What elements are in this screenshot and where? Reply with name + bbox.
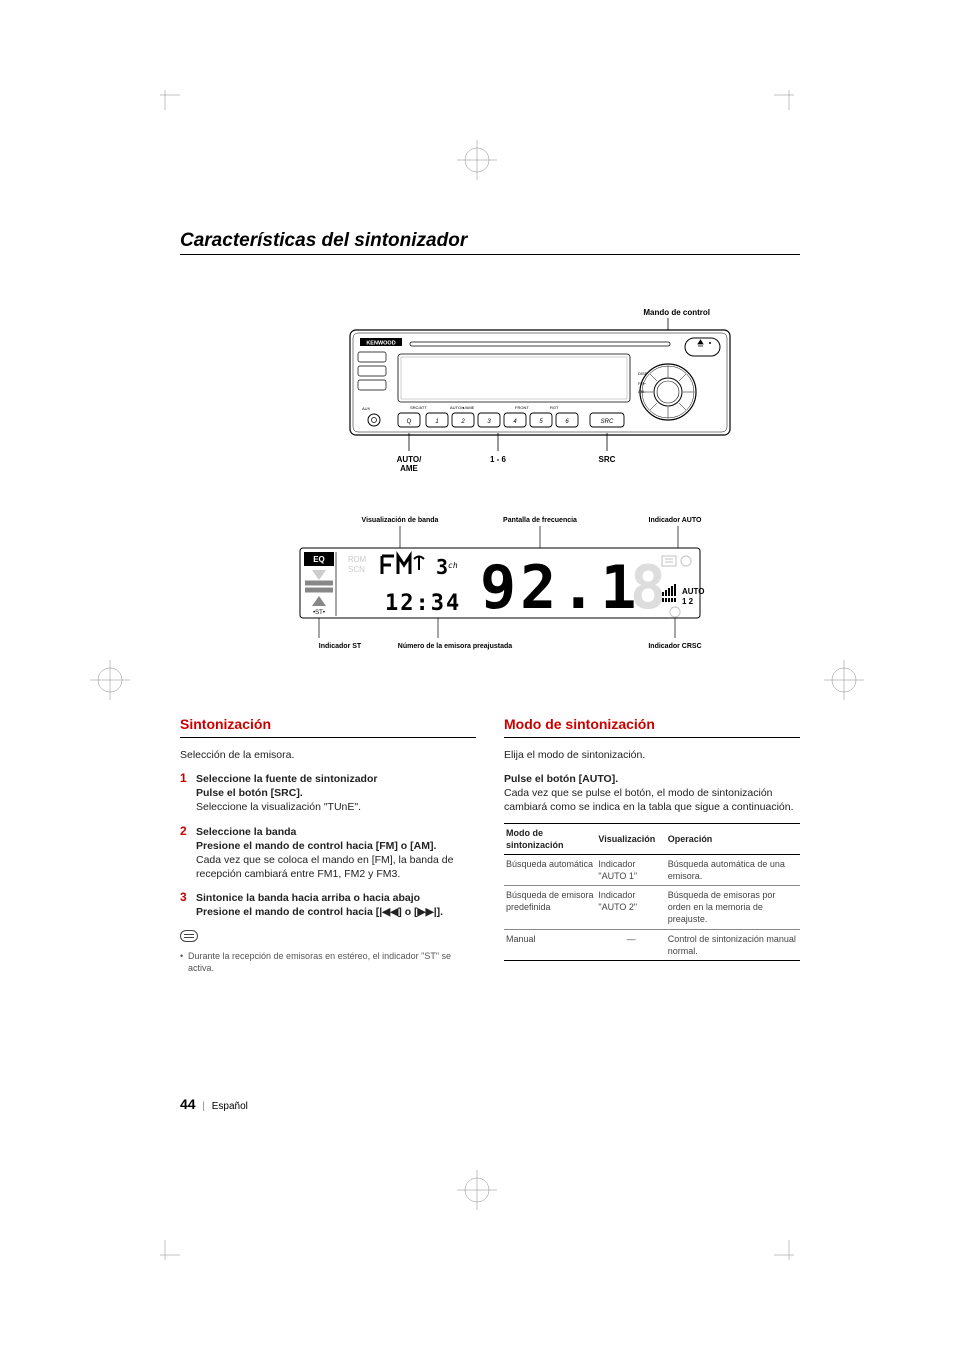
crop-corner-br — [774, 1240, 804, 1270]
svg-text:AUTO: AUTO — [682, 587, 705, 596]
svg-text:1: 1 — [435, 419, 438, 425]
svg-text:Q: Q — [407, 419, 412, 425]
tuning-mode-table: Modo de sintonización Visualización Oper… — [504, 823, 800, 961]
table-row: Búsqueda automática Indicador "AUTO 1" B… — [504, 854, 800, 885]
brand-label: KENWOOD — [366, 341, 395, 347]
svg-text:ROT: ROT — [550, 405, 559, 410]
callout-freq: Pantalla de frecuencia — [503, 517, 577, 524]
page-footer: 44 | Español — [180, 1096, 248, 1112]
left-column: Sintonización Selección de la emisora. 1… — [180, 715, 476, 974]
svg-text:•ST•: •ST• — [313, 610, 325, 616]
svg-text:AME: AME — [400, 464, 418, 473]
crop-mark-bottom — [457, 1170, 497, 1210]
page-lang: Español — [212, 1101, 248, 1112]
svg-text:ch: ch — [448, 561, 458, 570]
section-modo: Modo de sintonización — [504, 715, 800, 738]
svg-text:12:34: 12:34 — [385, 591, 461, 616]
right-column: Modo de sintonización Elija el modo de s… — [504, 715, 800, 974]
page-title: Características del sintonizador — [180, 230, 800, 255]
crop-mark-right — [824, 660, 864, 700]
callout-control: Mando de control — [643, 308, 710, 317]
table-row: Manual — Control de sintonización manual… — [504, 929, 800, 960]
svg-text:SRC: SRC — [601, 419, 614, 425]
svg-text:AUTO/●/AME: AUTO/●/AME — [450, 405, 475, 410]
crop-corner-tr — [774, 80, 804, 110]
svg-text:3: 3 — [436, 555, 448, 579]
crop-mark-top — [457, 140, 497, 180]
svg-text:2: 2 — [460, 419, 465, 425]
svg-text:8: 8 — [630, 553, 666, 623]
callout-1-6: 1 - 6 — [490, 455, 507, 464]
callout-src: SRC — [599, 455, 616, 464]
section-sintonizacion: Sintonización — [180, 715, 476, 738]
crop-mark-left — [90, 660, 130, 700]
radio-figure: Mando de control KENWOOD — [180, 305, 800, 675]
svg-text:RDM: RDM — [348, 555, 367, 564]
svg-text:92.1: 92.1 — [480, 553, 641, 623]
note-icon — [180, 930, 198, 942]
callout-autoind: Indicador AUTO — [649, 517, 702, 524]
svg-text:SRC/ATT: SRC/ATT — [410, 405, 427, 410]
svg-text:FRONT: FRONT — [515, 405, 529, 410]
step-2: 2 Seleccione la banda Presione el mando … — [180, 825, 476, 882]
svg-text:EQ: EQ — [313, 555, 325, 564]
svg-text:SCN: SCN — [348, 565, 365, 574]
step-3: 3 Sintonice la banda hacia arriba o haci… — [180, 891, 476, 919]
crop-corner-tl — [150, 80, 180, 110]
callout-band: Visualización de banda — [362, 517, 439, 524]
step-1: 1 Seleccione la fuente de sintonizador P… — [180, 772, 476, 815]
callout-auto: AUTO/ — [397, 455, 423, 464]
table-row: Búsqueda de emisora predefinida Indicado… — [504, 886, 800, 929]
page-number: 44 — [180, 1096, 196, 1112]
callout-st: Indicador ST — [319, 643, 362, 650]
svg-text:AUX: AUX — [362, 406, 371, 411]
note-list: Durante la recepción de emisoras en esté… — [180, 950, 476, 974]
svg-text:1 2: 1 2 — [682, 597, 694, 606]
callout-preset: Número de la emisora preajustada — [398, 643, 512, 650]
callout-crsc: Indicador CRSC — [648, 643, 701, 650]
crop-corner-bl — [150, 1240, 180, 1270]
right-lead: Elija el modo de sintonización. — [504, 748, 800, 762]
left-lead: Selección de la emisora. — [180, 748, 476, 762]
